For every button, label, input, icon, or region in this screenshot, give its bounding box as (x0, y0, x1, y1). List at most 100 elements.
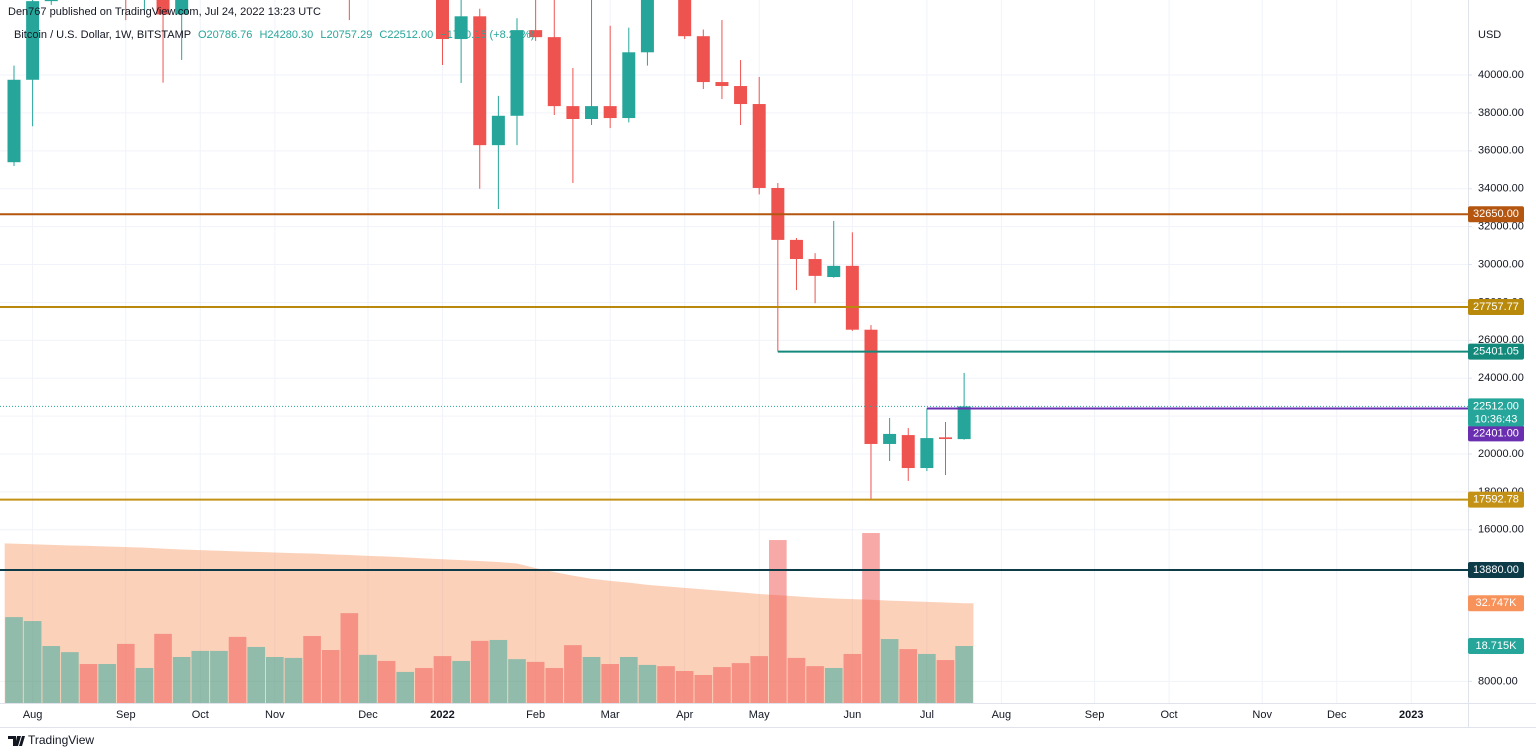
volume-bar (564, 645, 582, 703)
y-tick-label: 26000.00 (1478, 334, 1524, 346)
volume-bar (769, 540, 787, 703)
candles (7, 0, 971, 500)
level-label-bg (1468, 425, 1524, 442)
footer-brand: TradingView (28, 733, 94, 747)
legend-high: H24280.30 (259, 29, 313, 41)
legend-symbol: Bitcoin / U.S. Dollar, 1W, BITSTAMP (14, 29, 191, 41)
x-tick-label: 2022 (430, 709, 454, 721)
x-tick-label: Dec (1327, 709, 1347, 721)
volume-bar (5, 617, 23, 703)
x-tick-label: Jun (843, 709, 861, 721)
volume-ma-label: 32.747K (1476, 597, 1518, 609)
candle-body (585, 106, 599, 119)
x-tick-label: May (749, 709, 770, 721)
volume-bar (303, 635, 321, 703)
x-tick-label: Sep (1085, 709, 1105, 721)
legend-low: L20757.29 (320, 29, 372, 41)
y-tick-label: 16000.00 (1478, 524, 1524, 536)
y-tick-label: 40000.00 (1478, 69, 1524, 81)
volume-ma-label-bg (1468, 595, 1524, 612)
level-label: 25401.05 (1473, 346, 1519, 358)
volume-bar (657, 666, 675, 703)
candle-body (827, 265, 841, 278)
x-tick-label: 2023 (1399, 709, 1423, 721)
candle-body (883, 433, 897, 444)
y-tick-label: 20000.00 (1478, 448, 1524, 460)
volume-bar (750, 656, 769, 703)
levels (0, 213, 1468, 571)
level-label-bg (1468, 299, 1524, 316)
volume-bar (116, 643, 135, 703)
logo-icon (8, 736, 25, 746)
level-label-bg (1468, 491, 1524, 508)
published-note: Den767 published on TradingView.com, Jul… (8, 6, 321, 18)
x-tick-label: Apr (676, 709, 693, 721)
candle-body (678, 0, 692, 37)
level-label: 27757.77 (1473, 301, 1519, 313)
y-tick-label: 34000.00 (1478, 183, 1524, 195)
level-label-bg (1468, 206, 1524, 223)
volume-bar (228, 636, 247, 703)
volume-bar (415, 667, 433, 703)
volume-bar (619, 657, 638, 703)
x-tick-label: Mar (601, 709, 620, 721)
volume-bar (191, 650, 210, 703)
volume-bar (638, 664, 657, 703)
candle-body (510, 30, 524, 116)
candle-body (640, 0, 654, 53)
volume-bar (452, 660, 470, 703)
x-tick-label: Nov (1252, 709, 1272, 721)
y-tick-label: 30000.00 (1478, 258, 1524, 270)
volume-bar (61, 652, 79, 703)
candle-body (734, 86, 748, 105)
candle-body (715, 82, 729, 87)
candle-body (789, 239, 803, 260)
level-label: 13880.00 (1473, 564, 1519, 576)
volume-bar (321, 650, 340, 703)
volume-bar (545, 667, 564, 703)
y-tick-label: 36000.00 (1478, 145, 1524, 157)
volume-bar (42, 646, 61, 703)
level-label-bg (1468, 343, 1524, 360)
volume-bar (489, 639, 508, 703)
candle-body (175, 0, 189, 15)
x-tick-label: Feb (526, 709, 545, 721)
volume-pane (4, 533, 974, 703)
candle-body (156, 0, 170, 15)
y-tick-label: 32000.00 (1478, 221, 1524, 233)
level-label-bg (1468, 561, 1524, 578)
volume-bar (601, 664, 619, 703)
candle-body (845, 265, 859, 330)
volume-bar (210, 650, 228, 703)
candle-body (44, 0, 58, 2)
volume-bar (936, 660, 955, 703)
volume-bar (526, 661, 545, 703)
volume-bar (843, 653, 862, 703)
volume-bar (694, 674, 713, 703)
countdown-label: 10:36:43 (1475, 413, 1518, 425)
volume-bar (284, 657, 303, 703)
volume-bar (582, 657, 601, 703)
volume-ma-area (4, 543, 974, 703)
legend-change: +1710.15 (+8.22%) (440, 29, 534, 41)
candle-body (622, 52, 636, 119)
level-label: 32650.00 (1473, 208, 1519, 220)
footer-logo (8, 736, 25, 746)
candle-body (529, 30, 543, 38)
volume-bar (154, 633, 172, 703)
candle-body (547, 37, 561, 107)
x-tick-label: Oct (1160, 709, 1177, 721)
legend: Bitcoin / U.S. Dollar, 1W, BITSTAMP O207… (14, 29, 534, 41)
candle-body (491, 115, 505, 146)
price-label: 22512.00 (1473, 400, 1519, 412)
level-label: 22401.00 (1473, 427, 1519, 439)
legend-open: O20786.76 (198, 29, 252, 41)
volume-bar (172, 657, 191, 703)
x-tick-label: Aug (23, 709, 43, 721)
volume-bar (23, 621, 42, 703)
currency-label: USD (1478, 29, 1501, 41)
volume-bar (806, 666, 824, 703)
y-tick-label: 24000.00 (1478, 372, 1524, 384)
